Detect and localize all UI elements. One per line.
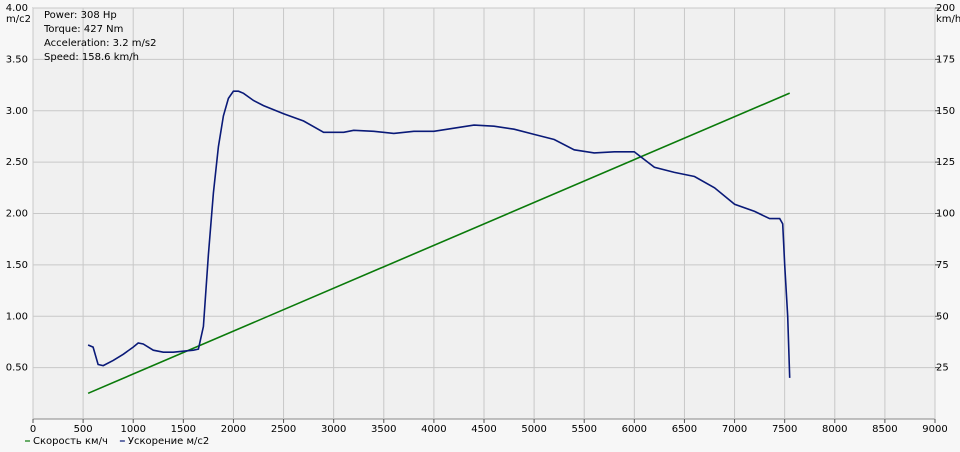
x-tick-label: 1000: [120, 424, 145, 435]
info-text: Acceleration: 3.2 m/s2: [44, 38, 156, 49]
x-tick-label: 4000: [421, 424, 446, 435]
y-tick-label: 2.50: [6, 157, 28, 168]
legend-label: Ускорение м/с2: [128, 436, 209, 447]
x-tick-label: 6000: [622, 424, 647, 435]
info-text: Torque: 427 Nm: [43, 24, 123, 35]
x-tick-label: 2000: [221, 424, 246, 435]
x-tick-label: 1500: [171, 424, 196, 435]
x-tick-label: 500: [74, 424, 93, 435]
series-line: [87, 92, 791, 395]
y-tick-label: 1.00: [6, 311, 28, 322]
x-tick-label: 4500: [471, 424, 496, 435]
y-tick-label: 0.50: [6, 363, 28, 374]
y-tick-label: 2.00: [6, 209, 28, 220]
y2-tick-label: 150: [936, 106, 955, 117]
y2-tick-label: 100: [936, 209, 955, 220]
x-tick-label: 9000: [922, 424, 947, 435]
x-tick-label: 0: [30, 424, 36, 435]
x-tick-label: 2500: [271, 424, 296, 435]
x-tick-label: 5000: [521, 424, 546, 435]
x-tick-label: 7500: [772, 424, 797, 435]
y2-tick-label: 200: [936, 3, 955, 14]
legend-label: Скорость км/ч: [33, 436, 108, 447]
y-tick-label: 4.00: [6, 3, 28, 14]
y2-tick-label: 75: [936, 260, 949, 271]
y2-axis-label: km/h: [936, 14, 960, 25]
x-tick-label: 5500: [571, 424, 596, 435]
y-tick-label: 3.00: [6, 106, 28, 117]
info-text: Power: 308 Hp: [44, 10, 117, 21]
x-tick-label: 8500: [872, 424, 897, 435]
x-tick-label: 3500: [371, 424, 396, 435]
y-tick-label: 3.50: [6, 54, 28, 65]
series-line: [87, 90, 791, 378]
x-tick-label: 8000: [822, 424, 847, 435]
x-tick-label: 6500: [672, 424, 697, 435]
x-tick-label: 3000: [321, 424, 346, 435]
y-axis-label: m/c2: [6, 14, 31, 25]
y2-tick-label: 50: [936, 311, 949, 322]
info-text: Speed: 158.6 km/h: [44, 52, 139, 63]
x-tick-label: 7000: [722, 424, 747, 435]
y2-tick-label: 25: [936, 363, 949, 374]
y-tick-label: 1.50: [6, 260, 28, 271]
y2-tick-label: 125: [936, 157, 955, 168]
y2-tick-label: 175: [936, 54, 955, 65]
